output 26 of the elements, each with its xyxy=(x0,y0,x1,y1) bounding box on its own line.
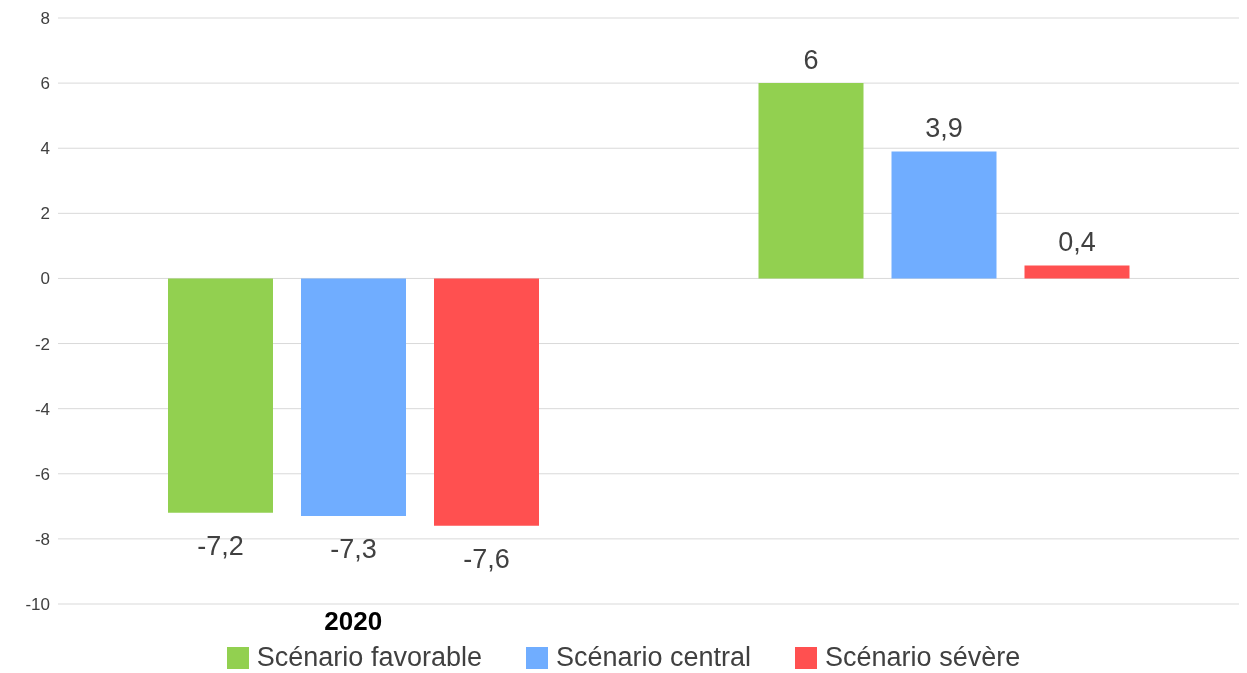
bar xyxy=(891,151,997,279)
legend-label: Scénario central xyxy=(555,642,752,673)
bar xyxy=(301,278,406,517)
data-label: 3,9 xyxy=(925,113,963,144)
y-tick-label: 2 xyxy=(40,204,50,224)
y-tick-label: -10 xyxy=(25,595,50,615)
y-tick-label: -8 xyxy=(34,529,50,549)
y-tick-label: -2 xyxy=(34,334,50,354)
bar xyxy=(434,278,539,526)
y-tick-label: -4 xyxy=(34,399,50,419)
data-label: -7,6 xyxy=(463,543,510,574)
data-label: -7,3 xyxy=(330,534,377,565)
bar xyxy=(168,278,273,513)
data-label: 0,4 xyxy=(1058,227,1096,258)
data-label: 6 xyxy=(803,45,819,76)
data-label: -7,2 xyxy=(197,530,244,561)
y-tick-label: 0 xyxy=(40,269,50,289)
bar xyxy=(758,83,864,279)
x-tick-label: 2020 xyxy=(324,606,383,637)
legend-label: Scénario favorable xyxy=(256,642,482,673)
legend-label: Scénario sévère xyxy=(825,642,1021,673)
bar xyxy=(1024,265,1130,279)
y-tick-label: 8 xyxy=(40,9,50,29)
y-tick-label: 6 xyxy=(40,74,50,94)
y-tick-label: 4 xyxy=(40,139,50,159)
y-tick-label: -6 xyxy=(34,464,50,484)
